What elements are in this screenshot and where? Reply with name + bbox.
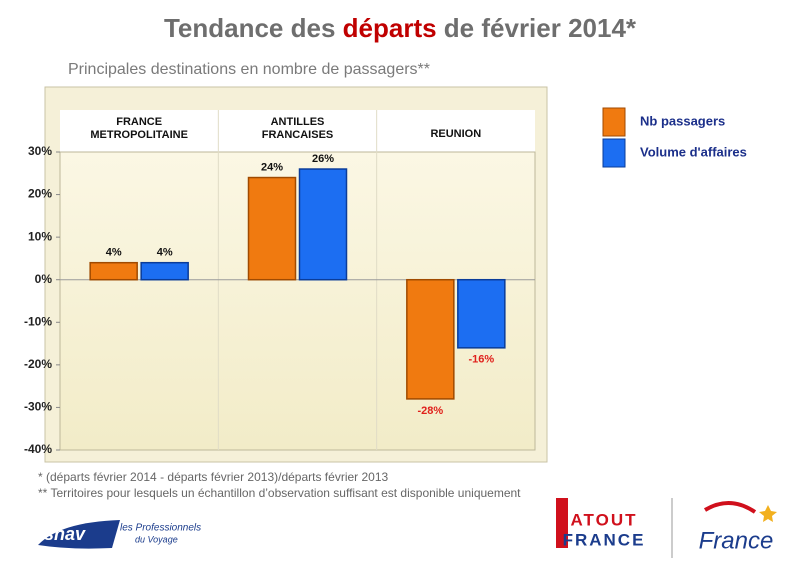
y-tick-label: 10%: [28, 229, 52, 243]
snav-logo: snav les Professionnels du Voyage: [38, 520, 201, 549]
chart-subtitle: Principales destinations en nombre de pa…: [68, 61, 430, 78]
value-label: 4%: [157, 247, 173, 259]
plot-area: [59, 151, 536, 451]
y-tick-label: -40%: [24, 442, 52, 456]
legend-swatch: [602, 138, 626, 168]
snav-tagline: du Voyage: [135, 534, 178, 544]
france-text: France: [699, 527, 774, 554]
y-tick-label: -20%: [24, 357, 52, 371]
bar: [89, 261, 138, 281]
legend-swatch: [602, 107, 626, 137]
legend-label: Nb passagers: [640, 113, 725, 128]
x-tick-label: ANTILLES FRANCAISES: [262, 116, 334, 141]
bar: [457, 278, 506, 349]
value-label: 4%: [106, 247, 122, 259]
value-label: 24%: [261, 161, 283, 173]
y-tick-label: 20%: [28, 187, 52, 201]
header-band: [60, 110, 535, 152]
value-label: 26%: [312, 153, 334, 165]
y-tick-label: -10%: [24, 314, 52, 328]
bar: [406, 278, 455, 400]
footnote: * (départs février 2014 - départs févrie…: [38, 470, 389, 484]
y-tick-label: -30%: [24, 400, 52, 414]
title-part: de février 2014*: [444, 13, 637, 43]
chart-title: Tendance des départs de février 2014*: [164, 13, 637, 43]
title-highlight: départs: [343, 13, 437, 43]
atout-text: FRANCE: [563, 530, 646, 549]
title-part: Tendance des: [164, 13, 335, 43]
snav-tagline: les Professionnels: [120, 523, 201, 534]
x-tick-label: FRANCE METROPOLITAINE: [90, 116, 188, 141]
y-tick-label: 30%: [28, 144, 52, 158]
bar: [247, 176, 297, 281]
y-tick-label: 0%: [35, 272, 53, 286]
value-label: -28%: [417, 405, 443, 417]
value-label: -16%: [468, 354, 494, 366]
atout-logo: ATOUT FRANCE: [556, 498, 673, 558]
bar: [298, 168, 348, 281]
france-logo: France: [699, 501, 777, 554]
legend-label: Volume d'affaires: [640, 144, 747, 159]
snav-text: snav: [44, 524, 86, 544]
footnote: ** Territoires pour lesquels un échantil…: [38, 486, 521, 500]
bar: [140, 261, 189, 281]
x-tick-label: REUNION: [430, 128, 481, 140]
atout-text: ATOUT: [571, 510, 638, 529]
